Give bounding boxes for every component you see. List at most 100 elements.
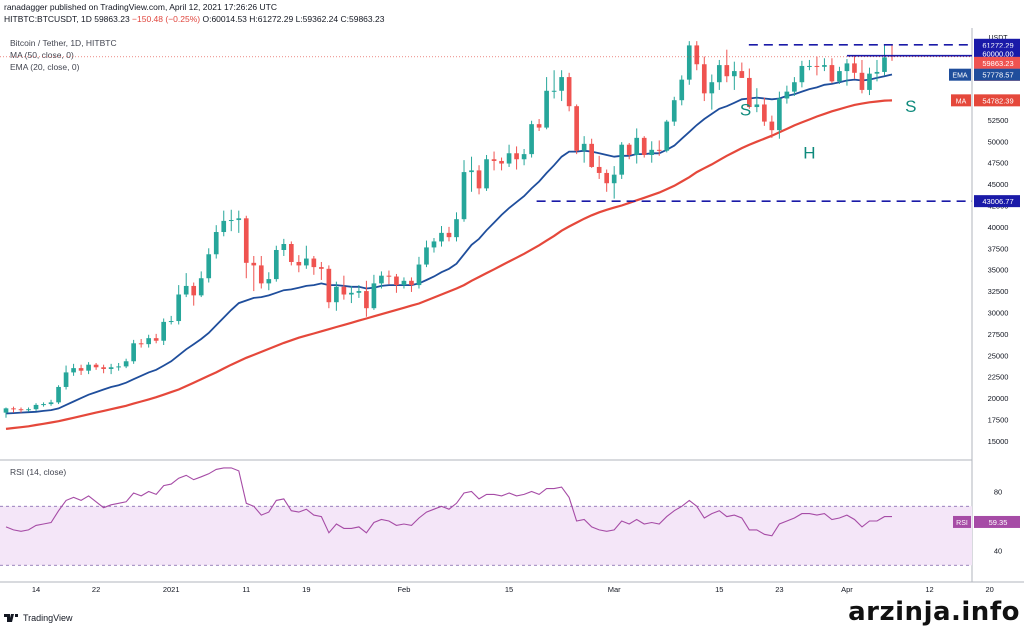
candle-body xyxy=(116,366,121,368)
candle xyxy=(93,362,99,370)
time-tick-label: 19 xyxy=(302,585,310,594)
candle xyxy=(258,255,264,289)
candle-body xyxy=(93,364,99,368)
candle-body xyxy=(566,77,572,107)
candle-body xyxy=(611,174,617,184)
candle xyxy=(206,248,212,283)
candle-body xyxy=(596,166,602,173)
candle-body xyxy=(641,137,647,155)
candle xyxy=(559,70,564,102)
candle-body xyxy=(3,408,9,413)
candle xyxy=(108,363,114,375)
candle xyxy=(476,165,482,195)
candle xyxy=(56,385,61,405)
rsi-legend: RSI (14, close) xyxy=(10,467,67,477)
candle xyxy=(341,275,347,300)
candle xyxy=(739,62,745,78)
candle-body xyxy=(536,124,542,128)
candle-body xyxy=(326,268,332,303)
candle xyxy=(641,136,647,158)
candle xyxy=(311,255,317,275)
candle xyxy=(41,402,46,407)
candle xyxy=(671,96,677,126)
candle xyxy=(101,364,106,374)
candle-body xyxy=(304,258,309,266)
candle-body xyxy=(529,124,534,155)
candle-body xyxy=(739,71,745,78)
candle-body xyxy=(63,372,69,387)
time-tick-label: Feb xyxy=(397,585,410,594)
candle-body xyxy=(131,343,136,362)
candle xyxy=(874,59,880,82)
candle xyxy=(461,160,467,222)
candle-body xyxy=(409,280,414,286)
chart-title: Bitcoin / Tether, 1D, HITBTC xyxy=(10,38,117,48)
candle-body xyxy=(514,153,519,160)
time-axis[interactable]: 14 22 2021 11 19 Feb 15 Mar 15 23 Apr 12 20 xyxy=(32,585,994,594)
candle xyxy=(364,280,369,317)
candle-body xyxy=(544,90,549,128)
time-tick-label: 15 xyxy=(505,585,513,594)
candle xyxy=(63,365,69,390)
candle xyxy=(589,138,594,168)
candle xyxy=(131,339,136,364)
price-change: −150.48 (−0.25%) xyxy=(132,14,201,24)
candle xyxy=(48,399,54,406)
candle-body xyxy=(71,368,76,373)
candle xyxy=(251,255,257,292)
candle xyxy=(334,281,339,311)
candle-body xyxy=(48,402,54,405)
candle-body xyxy=(424,247,429,265)
rsi-tag-bg xyxy=(953,515,971,528)
candle-body xyxy=(822,65,827,67)
candle-body xyxy=(777,98,782,131)
candle xyxy=(664,119,670,153)
ema-legend: EMA (20, close, 0) xyxy=(10,62,80,72)
candle-body xyxy=(701,64,707,94)
price-axis[interactable]: 15000 17500 20000 22500 25000 27500 30000 32500… xyxy=(949,35,1020,446)
candle xyxy=(581,136,587,163)
candle-body xyxy=(349,292,354,295)
candle-body xyxy=(18,409,24,411)
candle xyxy=(439,226,444,247)
candle-body xyxy=(784,91,790,99)
candle xyxy=(394,273,399,293)
currency-label: USDT xyxy=(988,35,1008,42)
candle-body xyxy=(288,244,294,262)
time-tick-label: Apr xyxy=(841,585,853,594)
rsi-tag: RSI xyxy=(956,520,968,527)
candle xyxy=(78,364,84,375)
candle-body xyxy=(664,121,670,151)
candle xyxy=(304,245,309,269)
candle-body xyxy=(56,386,61,403)
candle-body xyxy=(874,71,880,74)
candle-body xyxy=(439,232,444,242)
pattern-label: H xyxy=(803,143,815,162)
candle-body xyxy=(161,321,167,341)
candle xyxy=(296,255,302,273)
candle xyxy=(731,61,737,90)
candle xyxy=(221,210,227,237)
candle xyxy=(273,245,279,282)
candle xyxy=(724,49,730,83)
candle xyxy=(551,70,557,99)
price-tick-label: 52500 xyxy=(988,116,1009,125)
ema-tag-bg xyxy=(949,68,971,81)
candle xyxy=(634,128,640,164)
candle-body xyxy=(296,261,302,266)
candle-body xyxy=(146,338,151,345)
candle xyxy=(183,273,189,298)
candle xyxy=(619,142,625,179)
tradingview-logo[interactable]: TradingView xyxy=(4,613,73,623)
candle xyxy=(33,403,39,411)
candle-body xyxy=(243,218,249,263)
candle xyxy=(281,238,287,256)
candle-body xyxy=(401,280,407,286)
candle-body xyxy=(379,275,384,284)
price-tick-label: 27500 xyxy=(988,330,1009,339)
candle-body xyxy=(506,153,512,164)
candle xyxy=(161,318,167,346)
candle-body xyxy=(634,137,640,155)
candle xyxy=(566,72,572,112)
